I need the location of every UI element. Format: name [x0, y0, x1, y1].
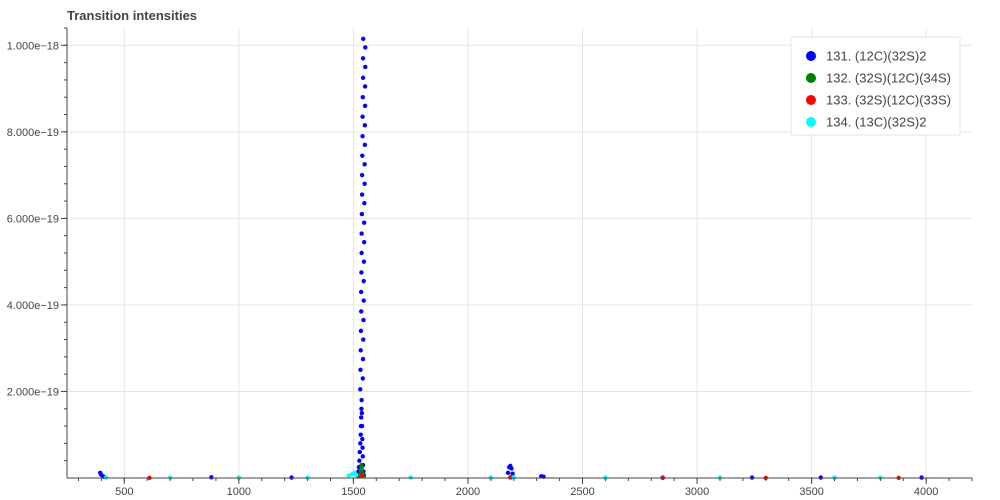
data-point [359, 231, 364, 236]
data-point [359, 192, 365, 197]
data-point [510, 471, 515, 476]
x-tick-label: 3500 [799, 486, 823, 498]
data-point [357, 449, 363, 455]
data-point [362, 103, 368, 109]
data-point [358, 328, 364, 334]
legend-label: 131. (12C)(32S)2 [826, 49, 926, 64]
data-point [360, 133, 365, 139]
series-4 [103, 470, 883, 480]
legend-marker [806, 51, 816, 61]
data-point [360, 75, 366, 80]
y-tick-label: 8.000e−19 [7, 127, 59, 139]
data-point [359, 211, 365, 217]
data-point [359, 250, 364, 256]
legend-marker [806, 95, 816, 105]
y-tick-label: 1.000e−18 [7, 40, 59, 52]
legend-label: 134. (13C)(32S)2 [826, 115, 926, 130]
axes: 500 1000 1500 2000 2500 3000 3500 4000 2.000e−19… [7, 27, 973, 498]
legend-item: 133. (32S)(12C)(33S) [806, 93, 951, 108]
data-point [359, 406, 364, 411]
data-point [209, 475, 214, 480]
data-point [362, 201, 367, 206]
x-tick-label: 1500 [341, 486, 365, 498]
data-point [358, 441, 363, 446]
data-point [360, 356, 366, 362]
data-point [361, 278, 366, 284]
data-point [361, 317, 366, 323]
data-point [361, 259, 367, 264]
data-point [353, 472, 359, 478]
data-point [361, 36, 366, 42]
legend-item: 134. (13C)(32S)2 [806, 115, 926, 130]
data-point [359, 464, 365, 470]
data-point [346, 473, 352, 478]
data-point [363, 45, 368, 50]
data-point [360, 376, 365, 381]
y-tick-label: 4.000e−19 [7, 300, 59, 312]
data-point [359, 397, 364, 403]
legend-item: 131. (12C)(32S)2 [806, 49, 926, 64]
y-tick-label: 2.000e−19 [7, 386, 59, 398]
data-point [362, 181, 367, 186]
legend: 131. (12C)(32S)2 132. (32S)(12C)(34S) 133.… [790, 36, 961, 136]
data-point [360, 454, 365, 459]
data-point [362, 142, 368, 148]
legend-marker [806, 73, 816, 83]
data-point [358, 367, 363, 373]
x-tick-label: 3000 [685, 486, 709, 498]
data-point [509, 466, 514, 471]
data-point [360, 56, 366, 61]
x-tick-label: 2500 [570, 486, 594, 498]
data-point [360, 95, 365, 100]
data-point [360, 445, 365, 450]
data-point [359, 474, 365, 479]
data-point [359, 410, 365, 416]
y-tick-label: 6.000e−19 [7, 213, 59, 225]
data-point [358, 348, 363, 353]
data-point [358, 289, 364, 295]
x-tick-label: 2000 [456, 486, 480, 498]
data-point [360, 114, 365, 119]
data-point [361, 220, 367, 225]
data-point [359, 172, 365, 178]
legend-box [790, 36, 961, 136]
legend-label: 133. (32S)(12C)(33S) [826, 93, 951, 108]
legend-item: 132. (32S)(12C)(34S) [806, 71, 951, 86]
data-point [357, 458, 362, 463]
data-point [362, 123, 368, 128]
data-point [358, 387, 363, 392]
data-point [360, 436, 365, 442]
data-point [360, 153, 365, 158]
x-tick-label: 1000 [227, 486, 251, 498]
data-point [361, 239, 367, 245]
data-point [359, 423, 365, 429]
data-point [505, 470, 511, 476]
data-point [358, 309, 364, 314]
x-tick-label: 500 [115, 486, 133, 498]
data-point [362, 84, 368, 89]
chart-title: Transition intensities [67, 8, 197, 23]
legend-marker [806, 117, 816, 127]
x-tick-label: 4000 [914, 486, 938, 498]
legend-label: 132. (32S)(12C)(34S) [826, 71, 951, 86]
data-point [361, 298, 366, 303]
data-point [359, 270, 364, 275]
data-point [358, 415, 364, 420]
data-point [361, 337, 366, 342]
data-point [363, 64, 368, 70]
data-point [358, 432, 363, 437]
data-point [362, 162, 367, 167]
